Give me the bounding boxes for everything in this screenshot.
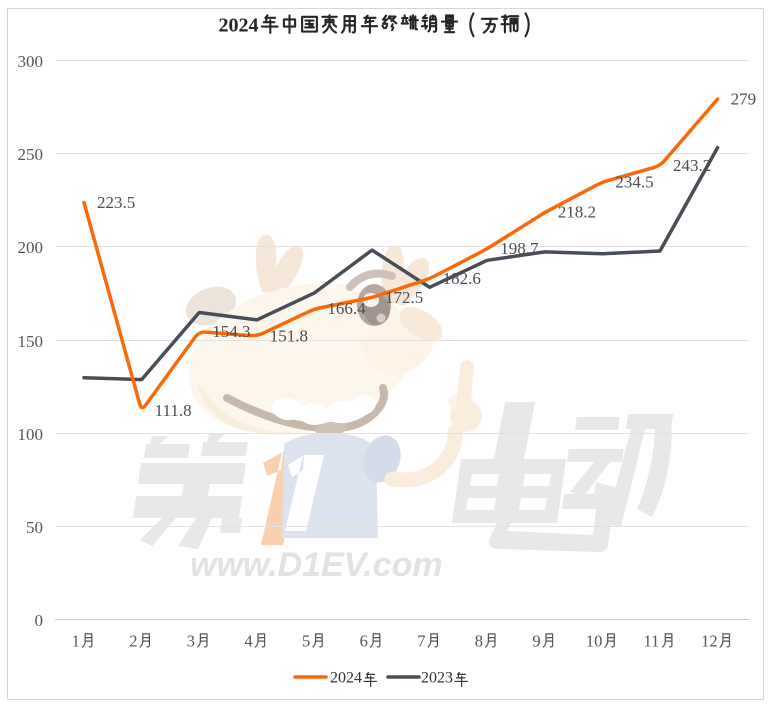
svg-text:172.5: 172.5	[385, 288, 423, 307]
svg-text:100: 100	[18, 425, 44, 444]
svg-text:2024: 2024	[219, 15, 259, 37]
svg-text:111.8: 111.8	[155, 401, 192, 420]
svg-text:250: 250	[18, 145, 44, 164]
svg-text:151.8: 151.8	[270, 326, 308, 345]
svg-text:5: 5	[302, 632, 310, 651]
svg-text:2023: 2023	[421, 670, 453, 687]
svg-text:223.5: 223.5	[97, 193, 135, 212]
svg-text:1: 1	[72, 632, 80, 651]
svg-text:50: 50	[26, 518, 43, 537]
svg-text:150: 150	[18, 332, 44, 351]
svg-text:234.5: 234.5	[615, 172, 653, 191]
svg-text:166.4: 166.4	[327, 299, 366, 318]
svg-text:279: 279	[731, 89, 757, 108]
svg-text:10: 10	[586, 632, 603, 651]
svg-text:9: 9	[532, 632, 540, 651]
svg-text:6: 6	[360, 632, 368, 651]
svg-text:7: 7	[417, 632, 425, 651]
svg-text:243.2: 243.2	[673, 156, 711, 175]
svg-text:www.D1EV.com: www.D1EV.com	[190, 546, 443, 584]
svg-text:8: 8	[475, 632, 483, 651]
svg-text:218.2: 218.2	[558, 203, 596, 222]
svg-text:198.7: 198.7	[500, 239, 539, 258]
svg-text:11: 11	[644, 632, 660, 651]
svg-text:0: 0	[35, 611, 44, 630]
svg-text:200: 200	[18, 238, 44, 257]
svg-text:2024: 2024	[330, 670, 362, 687]
svg-text:300: 300	[18, 52, 44, 71]
svg-text:2: 2	[129, 632, 137, 651]
svg-text:182.6: 182.6	[443, 269, 481, 288]
svg-text:3: 3	[187, 632, 195, 651]
svg-text:154.3: 154.3	[212, 322, 250, 341]
svg-text:12: 12	[701, 632, 718, 651]
svg-text:4: 4	[244, 632, 252, 651]
